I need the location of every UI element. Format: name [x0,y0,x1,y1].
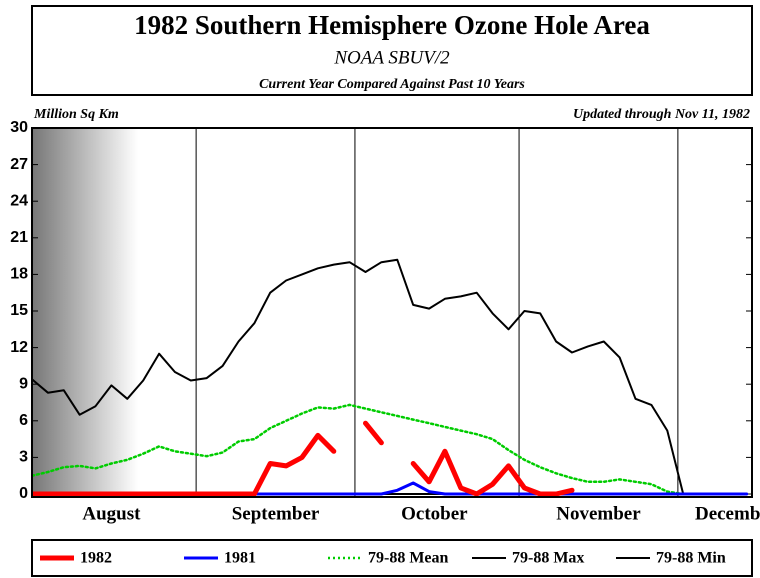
y-axis-label: Million Sq Km [33,107,119,122]
legend-label: 1982 [80,550,112,567]
x-tick-label: September [232,503,320,524]
series-line [32,432,337,497]
legend-label: 79-88 Min [656,550,726,567]
legend-label: 79-88 Max [512,550,584,567]
note: Updated through Nov 11, 1982 [573,107,750,122]
y-tick-label: 9 [19,375,28,392]
x-tick-label: November [556,503,641,524]
y-tick-label: 6 [19,412,28,429]
legend-label: 79-88 Mean [368,550,449,567]
series-line [363,420,384,446]
x-tick-label: August [82,503,141,524]
y-tick-label: 0 [19,485,28,502]
y-tick-label: 27 [10,156,28,173]
legend-label: 1981 [224,550,256,567]
y-tick-label: 21 [10,229,28,246]
y-tick-label: 15 [10,302,28,319]
y-tick-label: 12 [10,339,28,356]
axes: 0 3 6 9 12 15 18 21 24 27 30 August September October… [10,119,760,524]
y-tick-label: 30 [10,119,28,136]
series-line [32,258,685,495]
plot [32,128,752,498]
header-box [31,5,753,96]
x-tick-label: October [401,503,468,524]
chart-title: 1982 Southern Hemisphere Ozone Hole Area [134,10,650,40]
caption: Current Year Compared Against Past 10 Ye… [259,77,525,92]
y-tick-label: 18 [10,266,28,283]
legend: 1982 1981 79-88 Mean 79-88 Max 79-88 Min [40,550,726,567]
plot-frame [31,127,753,498]
series-line [32,403,685,496]
shade [32,128,138,497]
y-tick-label: 3 [19,449,28,466]
chart-subtitle: NOAA SBUV/2 [333,47,450,68]
legend-box [31,539,753,577]
y-tick-label: 24 [10,192,28,209]
x-tick-label: December [695,503,760,524]
series-line [410,448,575,497]
